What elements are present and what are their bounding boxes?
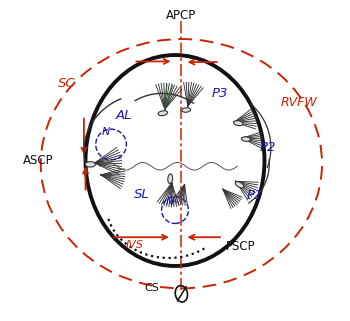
Text: APCP: APCP bbox=[166, 9, 196, 22]
Text: PSCP: PSCP bbox=[226, 240, 256, 253]
Text: SL: SL bbox=[134, 187, 149, 201]
Text: ASCP: ASCP bbox=[23, 154, 54, 167]
Text: P1: P1 bbox=[247, 189, 263, 202]
Ellipse shape bbox=[85, 161, 96, 167]
Text: IVS: IVS bbox=[126, 240, 144, 250]
Text: P3: P3 bbox=[211, 87, 228, 100]
Ellipse shape bbox=[233, 121, 243, 126]
Ellipse shape bbox=[168, 174, 173, 184]
Text: P2: P2 bbox=[259, 141, 276, 154]
Ellipse shape bbox=[158, 111, 168, 116]
Text: SC: SC bbox=[57, 77, 75, 90]
Ellipse shape bbox=[235, 182, 244, 188]
Text: RVFW: RVFW bbox=[280, 97, 317, 109]
Text: N: N bbox=[102, 127, 111, 137]
Ellipse shape bbox=[182, 108, 191, 112]
Text: N: N bbox=[166, 197, 174, 207]
Text: AL: AL bbox=[116, 109, 132, 122]
Ellipse shape bbox=[241, 137, 250, 141]
Text: CS: CS bbox=[144, 283, 159, 293]
